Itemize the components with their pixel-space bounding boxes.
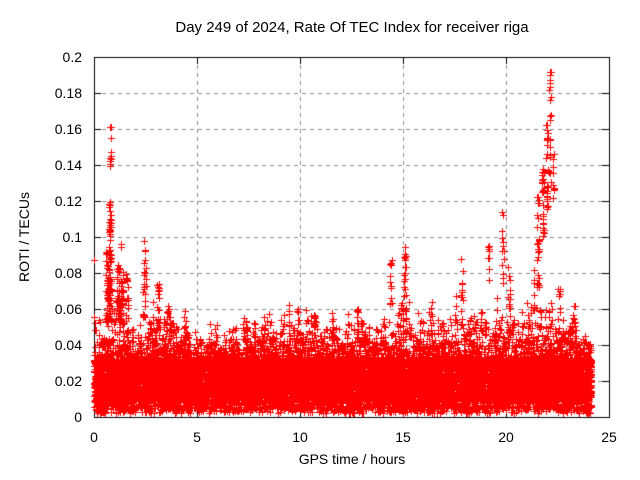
chart-title: Day 249 of 2024, Rate Of TEC Index for r… (175, 19, 529, 36)
y-tick-label: 0.08 (54, 265, 82, 281)
y-tick-label: 0.06 (54, 301, 82, 317)
y-tick-label: 0.14 (54, 157, 82, 173)
x-tick-label: 10 (292, 429, 308, 445)
y-tick-label: 0.1 (62, 229, 82, 245)
x-tick-label: 5 (193, 429, 201, 445)
x-tick-label: 25 (601, 429, 617, 445)
y-tick-label: 0.04 (54, 337, 82, 353)
x-tick-label: 15 (395, 429, 411, 445)
y-tick-label: 0.16 (54, 121, 82, 137)
x-axis-label: GPS time / hours (298, 451, 406, 467)
y-tick-label: 0 (74, 409, 82, 425)
y-tick-label: 0.2 (62, 49, 82, 65)
x-tick-label: 0 (90, 429, 98, 445)
x-tick-label: 20 (498, 429, 514, 445)
y-tick-label: 0.18 (54, 85, 82, 101)
y-tick-label: 0.02 (54, 373, 82, 389)
y-tick-label: 0.12 (54, 193, 82, 209)
